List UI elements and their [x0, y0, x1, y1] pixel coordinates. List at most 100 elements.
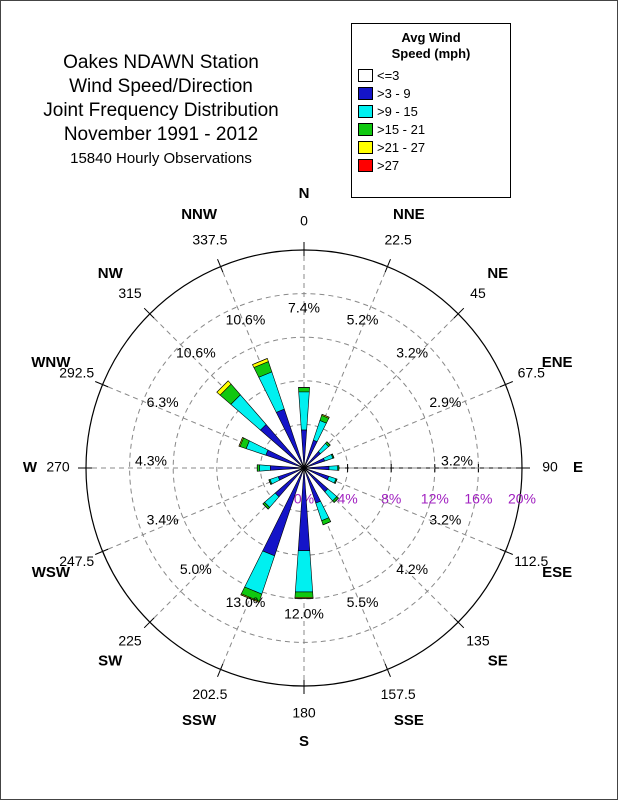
direction-label: WNW [31, 354, 71, 371]
total-label: 3.2% [441, 453, 473, 469]
wedge-segment [258, 371, 285, 413]
direction-label: E [573, 459, 583, 476]
total-label: 10.6% [176, 345, 216, 361]
wedge-segment [326, 441, 331, 446]
angle-label: 22.5 [385, 231, 412, 247]
total-label: 5.2% [347, 311, 379, 327]
direction-label: NW [98, 265, 124, 282]
legend-label: >27 [377, 157, 400, 173]
direction-tick [217, 259, 224, 273]
wedge-segment [268, 479, 272, 485]
wedge-segment [321, 413, 330, 418]
total-label: 7.4% [288, 300, 320, 316]
legend-swatch [358, 158, 373, 172]
angle-label: 0 [300, 213, 308, 229]
wedge-segment [297, 468, 311, 551]
direction-label: NNW [181, 206, 218, 223]
wedge-segment [240, 594, 260, 603]
direction-label: NE [487, 265, 508, 282]
total-label: 10.6% [226, 311, 266, 327]
spoke [303, 384, 506, 469]
direction-label: SW [98, 653, 123, 670]
direction-tick [95, 548, 109, 555]
wedge-segment [315, 500, 330, 522]
r-tick-label: 12% [421, 491, 449, 507]
direction-label: NNE [393, 206, 425, 223]
angle-label: 247.5 [59, 553, 94, 569]
direction-tick [143, 307, 155, 319]
spoke [303, 467, 506, 552]
legend-label: >9 - 15 [377, 103, 418, 119]
direction-tick [453, 617, 465, 629]
angle-label: 225 [118, 633, 142, 649]
direction-tick [217, 663, 224, 677]
wedge-segment [244, 550, 275, 595]
wedge-segment [269, 465, 304, 471]
legend-entry: >15 - 21 [358, 120, 510, 138]
angle-label: 270 [46, 459, 70, 475]
angle-label: 202.5 [192, 686, 227, 702]
angle-label: 292.5 [59, 365, 94, 381]
legend-swatch [358, 86, 373, 100]
legend-entry: >9 - 15 [358, 102, 510, 120]
wedge-segment [334, 478, 338, 484]
direction-tick [499, 548, 513, 555]
direction-label: SSW [182, 712, 217, 729]
wedge-segment [312, 420, 327, 443]
wedge-segment [245, 440, 269, 456]
wedge-segment [298, 387, 310, 393]
angle-label: 67.5 [518, 365, 545, 381]
direction-tick [384, 259, 391, 273]
total-label: 12.0% [284, 606, 324, 622]
legend-entry: >21 - 27 [358, 138, 510, 156]
legend-title: Avg Wind Speed (mph) [391, 30, 471, 61]
legend-label: <=3 [377, 67, 400, 83]
legend-swatch [358, 122, 373, 136]
chart-title: Wind Speed/Direction [69, 76, 253, 97]
total-label: 3.2% [429, 511, 461, 527]
angle-label: 45 [470, 285, 486, 301]
wedge-segment [262, 468, 305, 557]
direction-label: ESE [542, 564, 572, 581]
angle-label: 157.5 [381, 686, 416, 702]
direction-label: N [299, 185, 310, 202]
wedge-segment [295, 550, 313, 593]
total-label: 2.9% [429, 394, 461, 410]
direction-label: S [299, 733, 309, 750]
direction-tick [499, 381, 513, 388]
wedge-segment [333, 497, 339, 503]
legend-entry: >27 [358, 156, 510, 174]
angle-label: 315 [118, 285, 142, 301]
wedge-segment [322, 521, 331, 526]
legend-label: >3 - 9 [377, 85, 411, 101]
r-tick-label: 8% [381, 491, 401, 507]
wedge-segment [256, 464, 260, 472]
legend-label: >15 - 21 [377, 121, 426, 137]
total-label: 5.5% [347, 594, 379, 610]
r-tick-label: 16% [464, 491, 492, 507]
wedge-segment [252, 358, 268, 365]
legend-swatch [358, 104, 373, 118]
wedge-segment [259, 464, 271, 472]
angle-label: 337.5 [192, 231, 227, 247]
chart-title: Oakes NDAWN Station [63, 52, 259, 73]
direction-tick [453, 307, 465, 319]
direction-label: WSW [32, 564, 71, 581]
wedge-segment [304, 465, 330, 471]
wedge-segment [294, 591, 314, 598]
total-label: 13.0% [226, 594, 266, 610]
r-tick-label: 20% [508, 491, 536, 507]
wedge-segment [262, 503, 269, 510]
chart-title: November 1991 - 2012 [64, 124, 258, 145]
direction-label: W [23, 459, 38, 476]
wedge-segment [216, 380, 229, 393]
spoke [303, 313, 459, 469]
direction-label: SSE [394, 712, 424, 729]
total-label: 3.4% [147, 511, 179, 527]
direction-tick [95, 381, 109, 388]
legend: Avg Wind Speed (mph) <=3 >3 - 9 >9 - 15 >15… [351, 23, 511, 198]
total-label: 4.2% [396, 561, 428, 577]
angle-label: 180 [292, 705, 316, 721]
legend-swatch [358, 140, 373, 154]
